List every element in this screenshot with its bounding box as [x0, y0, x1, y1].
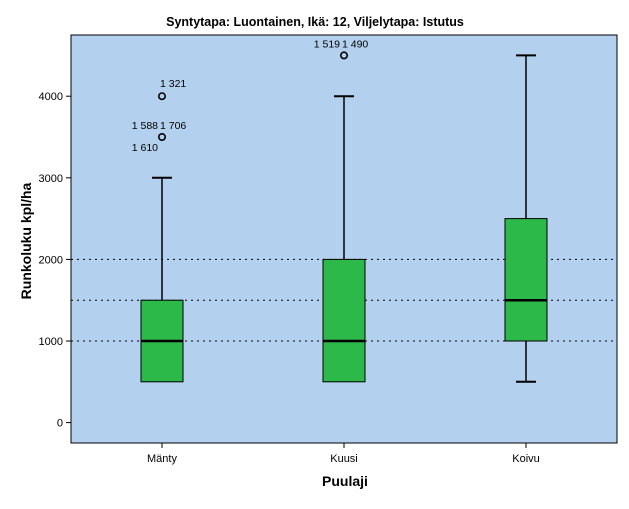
outlier-label: 1 610 — [132, 142, 158, 154]
outlier-label: 1 490 — [342, 38, 368, 50]
outlier-label: 1 321 — [160, 78, 186, 90]
x-axis-label: Puulaji — [322, 473, 368, 489]
outlier-label: 1 706 — [160, 120, 186, 132]
x-tick-label: Koivu — [512, 453, 540, 465]
outlier-label: 1 519 — [314, 38, 340, 50]
y-tick-label: 2000 — [39, 254, 63, 266]
box — [322, 258, 366, 383]
plot-area: 0 1000 2000 3000 4000 Mänty Kuusi Koivu 1 321 1 5… — [39, 34, 618, 465]
y-tick-label: 0 — [57, 418, 63, 430]
outlier-point — [158, 133, 167, 142]
y-axis-label: Runkoluku kpl/ha — [18, 182, 34, 299]
y-tick-label: 3000 — [39, 173, 63, 185]
x-tick-label: Kuusi — [330, 453, 358, 465]
x-tick-label: Mänty — [147, 453, 177, 465]
y-tick-label: 1000 — [39, 336, 63, 348]
y-tick-label: 4000 — [39, 91, 63, 103]
box — [504, 218, 548, 342]
outlier-label: 1 588 — [132, 120, 158, 132]
chart-title: Syntytapa: Luontainen, Ikä: 12, Viljelyt… — [166, 15, 464, 29]
outlier-point — [339, 51, 348, 60]
outlier-point — [158, 92, 167, 101]
